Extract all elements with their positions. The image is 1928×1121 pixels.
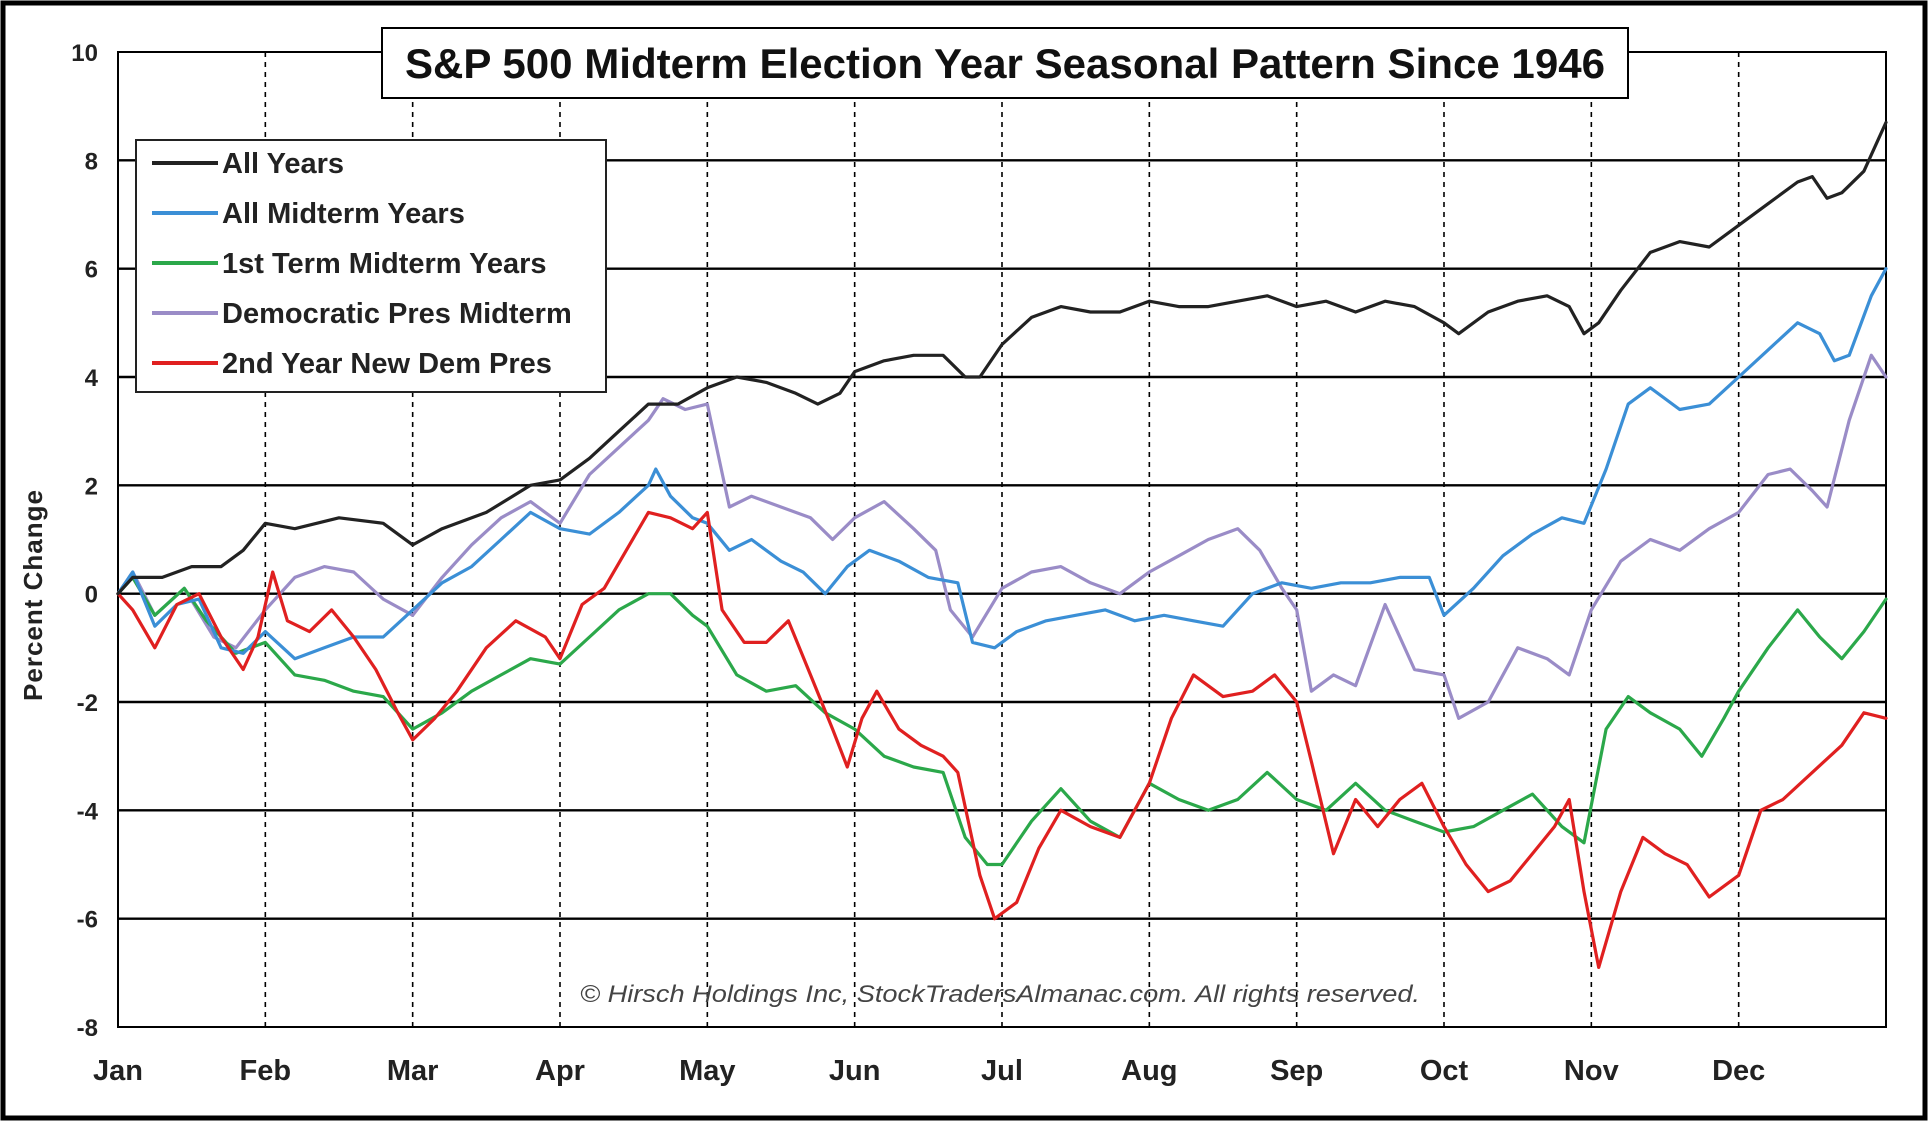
y-tick-label: 4 <box>85 365 99 392</box>
x-tick-label: May <box>679 1055 735 1087</box>
legend-label: Democratic Pres Midterm <box>222 298 572 330</box>
y-tick-label: -2 <box>77 690 98 717</box>
x-tick-label: Sep <box>1270 1055 1323 1087</box>
x-tick-label: Dec <box>1712 1055 1765 1087</box>
x-axis-tick-labels: Jan Feb Mar Apr May Jun Jul Aug Sep Oct Nov Dec <box>93 1055 1765 1087</box>
legend: All Years All Midterm Years 1st Term Midte… <box>135 139 607 393</box>
x-tick-label: Oct <box>1420 1055 1469 1087</box>
y-tick-label: 10 <box>71 40 98 67</box>
series-lines <box>116 120 1888 969</box>
chart-title-box: S&P 500 Midterm Election Year Seasonal P… <box>381 27 1629 99</box>
x-tick-label: Jan <box>93 1055 143 1087</box>
copyright-notice: © Hirsch Holdings Inc, StockTradersAlman… <box>580 981 1420 1008</box>
title-box-frame <box>381 27 1629 99</box>
y-tick-label: 0 <box>85 582 98 609</box>
series-line-2nd-year-new-dem-pres <box>116 510 1888 969</box>
y-tick-label: -6 <box>77 907 98 934</box>
x-tick-label: Apr <box>535 1055 585 1087</box>
chart-title: S&P 500 Midterm Election Year Seasonal P… <box>405 40 1605 87</box>
y-tick-label: -4 <box>77 798 99 825</box>
x-tick-label: Jun <box>829 1055 881 1087</box>
y-tick-label: -8 <box>77 1015 98 1042</box>
y-tick-label: 2 <box>85 473 98 500</box>
y-axis-tick-labels: 10 8 6 4 2 0 -2 -4 -6 -8 <box>71 40 98 1042</box>
legend-label: 1st Term Midterm Years <box>222 248 547 280</box>
legend-label: All Midterm Years <box>222 198 465 230</box>
x-tick-label: Jul <box>981 1055 1023 1087</box>
legend-box <box>135 139 607 393</box>
legend-label: All Years <box>222 148 344 180</box>
y-tick-label: 6 <box>85 257 98 284</box>
x-tick-label: Aug <box>1121 1055 1177 1087</box>
legend-label: 2nd Year New Dem Pres <box>222 348 552 380</box>
y-tick-label: 8 <box>85 148 98 175</box>
y-axis-label: Percent Change <box>18 489 48 701</box>
x-tick-label: Mar <box>387 1055 439 1087</box>
x-tick-label: Nov <box>1564 1055 1619 1087</box>
series-line-all-years <box>116 120 1888 596</box>
series-line-all-midterm-years <box>116 267 1888 661</box>
x-tick-label: Feb <box>240 1055 292 1087</box>
series-line-1st-term-midterm-years <box>116 575 1888 867</box>
